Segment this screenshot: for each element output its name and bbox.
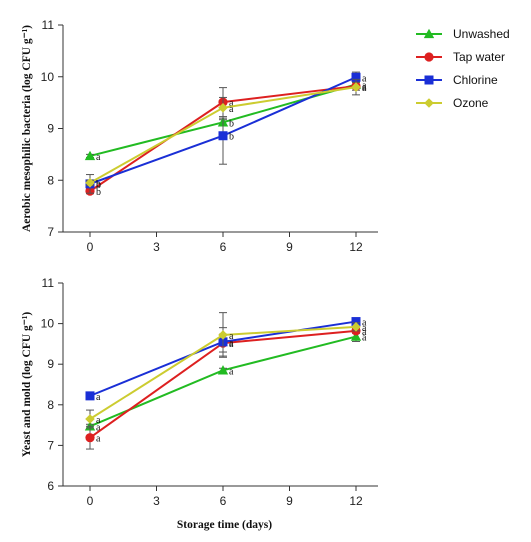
significance-letter: a xyxy=(362,327,367,338)
data-point-chlorine xyxy=(85,391,95,401)
data-point-ozone xyxy=(218,330,228,340)
panel-aerobic-mesophilic-bacteria: 7 8 9 10 11 0 3 6 9 12 Aerobic mesophilic bacteria… xyxy=(21,18,378,254)
significance-letter: b xyxy=(96,187,101,198)
series-unwashed: aaa xyxy=(84,331,367,433)
y-tick-label: 11 xyxy=(42,276,55,290)
legend-label: Tap water xyxy=(453,50,505,64)
panel-yeast-and-mold: 6 7 8 9 10 11 0 3 6 9 12 Yeast and mold (log CFU g⁻… xyxy=(21,276,378,531)
y-axis-title: Yeast and mold (log CFU g⁻¹) xyxy=(21,312,33,457)
y-tick-label: 7 xyxy=(47,225,54,239)
data-point-chlorine xyxy=(218,131,228,141)
legend-marker-unwashed xyxy=(423,28,435,39)
series-chlorine: bba xyxy=(85,71,367,194)
legend-label: Unwashed xyxy=(453,27,510,41)
legend-label: Ozone xyxy=(453,96,489,110)
significance-letter: a xyxy=(229,104,234,115)
series-ozone: aaa xyxy=(85,312,367,429)
significance-letter: b xyxy=(229,132,234,143)
significance-letter: a xyxy=(362,83,367,94)
series-ozone: baa xyxy=(85,78,367,190)
data-point-unwashed xyxy=(217,365,229,375)
y-tick-label: 8 xyxy=(47,398,54,412)
x-tick-label: 6 xyxy=(220,240,227,254)
y-tick-label: 7 xyxy=(47,438,54,452)
legend-entry-tap-water: Tap water xyxy=(416,50,505,64)
significance-letter: a xyxy=(229,338,234,349)
y-tick-label: 9 xyxy=(47,357,54,371)
series-chlorine: aaa xyxy=(85,317,367,403)
significance-letter: a xyxy=(229,339,234,350)
legend-label: Chlorine xyxy=(453,73,498,87)
x-tick-label: 3 xyxy=(153,494,160,508)
data-point-tap-water xyxy=(85,433,95,443)
legend-marker-tap-water xyxy=(424,52,434,62)
y-tick-label: 10 xyxy=(41,317,55,331)
significance-letter: a xyxy=(362,323,367,334)
y-tick-label: 10 xyxy=(41,70,55,84)
significance-letter: a xyxy=(96,392,101,403)
x-tick-label: 9 xyxy=(286,240,293,254)
significance-letter: a xyxy=(362,73,367,84)
significance-letter: a xyxy=(96,152,101,163)
legend-entry-unwashed: Unwashed xyxy=(416,27,510,41)
significance-letter: a xyxy=(362,333,367,344)
data-point-unwashed xyxy=(350,331,362,341)
data-point-chlorine xyxy=(351,317,361,327)
legend-marker-chlorine xyxy=(424,75,434,85)
significance-letter: a xyxy=(229,366,234,377)
x-tick-label: 3 xyxy=(153,240,160,254)
data-point-unwashed xyxy=(84,150,96,161)
significance-letter: a xyxy=(96,422,101,433)
significance-letter: a xyxy=(362,82,367,93)
significance-letter: b xyxy=(229,118,234,129)
data-point-ozone xyxy=(85,414,95,424)
data-point-ozone xyxy=(351,322,361,332)
legend: Unwashed Tap water Chlorine Ozone xyxy=(416,27,510,110)
significance-letter: a xyxy=(96,415,101,426)
significance-letter: b xyxy=(96,179,101,190)
significance-letter: a xyxy=(96,434,101,445)
data-point-ozone xyxy=(351,82,361,92)
x-tick-label: 12 xyxy=(349,494,363,508)
legend-entry-chlorine: Chlorine xyxy=(416,73,498,87)
legend-entry-ozone: Ozone xyxy=(416,96,489,110)
x-tick-label: 0 xyxy=(87,240,94,254)
x-tick-label: 9 xyxy=(286,494,293,508)
y-tick-label: 11 xyxy=(42,18,55,32)
significance-letter: b xyxy=(96,180,101,191)
y-axis-title: Aerobic mesophilic bacteria (log CFU g⁻¹… xyxy=(21,25,33,232)
x-tick-label: 0 xyxy=(87,494,94,508)
x-tick-label: 6 xyxy=(220,494,227,508)
data-point-chlorine xyxy=(351,72,361,82)
x-tick-label: 12 xyxy=(349,240,363,254)
significance-letter: a xyxy=(229,98,234,109)
legend-marker-ozone xyxy=(424,98,434,108)
significance-letter: a xyxy=(362,81,367,92)
y-tick-label: 8 xyxy=(47,173,54,187)
significance-letter: a xyxy=(229,331,234,342)
data-point-ozone xyxy=(218,103,228,113)
y-tick-label: 9 xyxy=(47,122,54,136)
significance-letter: a xyxy=(362,318,367,329)
y-tick-label: 6 xyxy=(47,479,54,493)
x-axis-title: Storage time (days) xyxy=(177,519,272,531)
data-point-ozone xyxy=(85,178,95,188)
